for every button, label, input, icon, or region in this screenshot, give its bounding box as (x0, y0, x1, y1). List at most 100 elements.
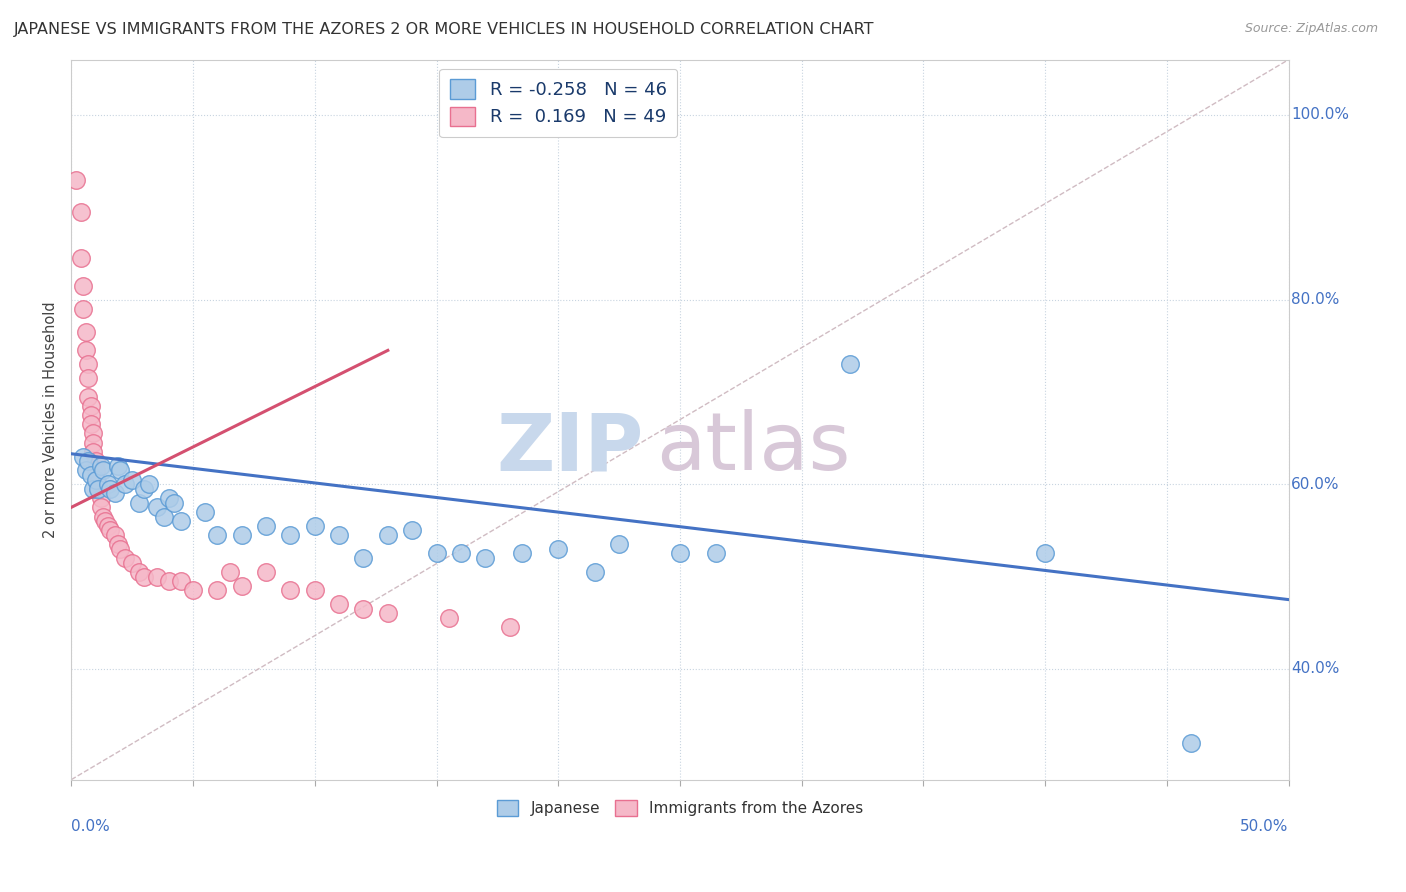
Point (153, 509, 176, 524)
Point (134, 482, 156, 496)
Point (108, 463, 131, 477)
Point (437, 611, 460, 625)
Point (108, 541, 131, 556)
Text: 60.0%: 60.0% (1291, 476, 1340, 491)
Point (77, 371, 100, 385)
Point (107, 458, 129, 473)
Point (97, 518, 120, 533)
Point (80, 408, 103, 422)
Point (839, 357, 862, 371)
Text: ZIP: ZIP (496, 409, 644, 487)
Text: JAPANESE VS IMMIGRANTS FROM THE AZORES 2 OR MORE VEHICLES IN HOUSEHOLD CORRELATI: JAPANESE VS IMMIGRANTS FROM THE AZORES 2… (14, 22, 875, 37)
Point (254, 565, 277, 579)
Point (98, 482, 121, 496)
Point (162, 496, 184, 510)
Text: 40.0%: 40.0% (1291, 661, 1340, 676)
Point (87, 482, 110, 496)
Point (80, 468, 103, 483)
Text: 80.0%: 80.0% (1291, 292, 1340, 307)
Point (72, 278, 94, 293)
Point (75, 325, 97, 339)
Point (328, 597, 350, 611)
Point (114, 551, 136, 566)
Point (77, 454, 100, 468)
Point (207, 583, 229, 598)
Point (157, 574, 180, 589)
Y-axis label: 2 or more Vehicles in Household: 2 or more Vehicles in Household (44, 301, 58, 538)
Text: 100.0%: 100.0% (1291, 108, 1350, 122)
Point (474, 551, 496, 566)
Point (82, 445, 104, 459)
Point (75, 343, 97, 358)
Point (97, 477, 120, 491)
Point (425, 546, 447, 560)
Point (353, 602, 375, 616)
Point (194, 505, 217, 519)
Point (145, 500, 167, 515)
Point (353, 551, 375, 566)
Point (82, 482, 104, 496)
Point (77, 390, 100, 404)
Point (181, 583, 204, 598)
Point (280, 528, 302, 542)
Point (231, 579, 253, 593)
Point (450, 546, 472, 560)
Point (377, 528, 399, 542)
Point (669, 546, 692, 560)
Point (157, 491, 180, 505)
Point (94, 514, 117, 528)
Point (121, 556, 143, 570)
Point (145, 569, 167, 583)
Point (90, 491, 112, 505)
Point (607, 537, 630, 551)
Point (510, 546, 533, 560)
Point (91, 509, 114, 524)
Point (114, 477, 136, 491)
Point (87, 482, 110, 496)
Point (134, 569, 156, 583)
Point (90, 500, 112, 515)
Point (82, 435, 104, 450)
Point (84, 473, 107, 487)
Point (75, 463, 97, 477)
Text: Source: ZipAtlas.com: Source: ZipAtlas.com (1244, 22, 1378, 36)
Point (254, 518, 277, 533)
Point (72, 301, 94, 316)
Point (401, 524, 423, 538)
Point (706, 546, 728, 560)
Point (72, 450, 94, 464)
Point (170, 574, 193, 589)
Point (70, 205, 93, 219)
Point (121, 473, 143, 487)
Text: 50.0%: 50.0% (1240, 819, 1289, 834)
Point (498, 620, 520, 634)
Point (377, 607, 399, 621)
Point (77, 357, 100, 371)
Point (70, 251, 93, 265)
Point (328, 528, 350, 542)
Point (80, 399, 103, 413)
Point (80, 417, 103, 432)
Point (104, 528, 127, 542)
Legend: Japanese, Immigrants from the Azores: Japanese, Immigrants from the Azores (491, 794, 869, 822)
Point (207, 528, 229, 542)
Point (547, 541, 569, 556)
Point (98, 524, 121, 538)
Point (1180, 736, 1202, 750)
Point (90, 458, 112, 473)
Point (138, 477, 160, 491)
Point (583, 565, 606, 579)
Point (304, 518, 326, 533)
Point (84, 454, 107, 468)
Point (231, 528, 253, 542)
Point (84, 473, 107, 487)
Point (304, 583, 326, 598)
Text: 0.0%: 0.0% (72, 819, 110, 834)
Point (91, 463, 114, 477)
Point (128, 496, 150, 510)
Point (65, 172, 87, 186)
Point (280, 583, 302, 598)
Point (218, 565, 240, 579)
Point (107, 537, 129, 551)
Point (82, 426, 104, 441)
